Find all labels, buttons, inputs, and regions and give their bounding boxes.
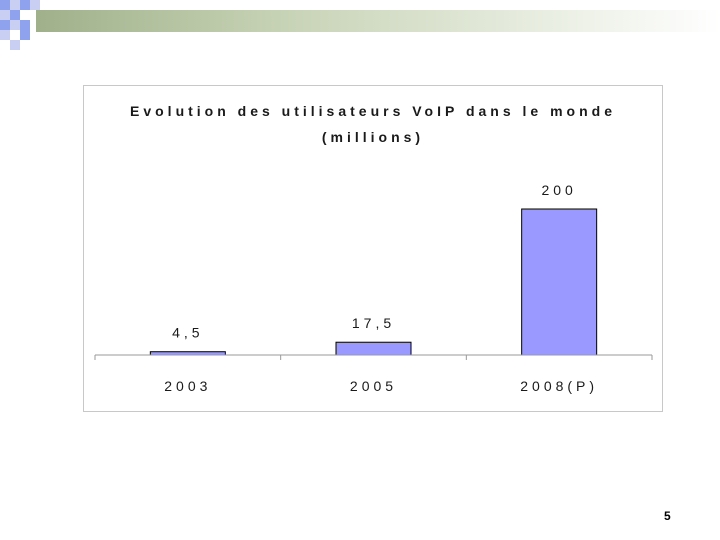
page-number: 5	[664, 509, 671, 523]
deco-square-lavender-2	[30, 0, 40, 10]
chart-frame: Evolution des utilisateurs VoIP dans le …	[83, 85, 663, 412]
deco-square-lavender-3	[0, 10, 10, 20]
data-label: 4,5	[172, 325, 203, 341]
chart-title: Evolution des utilisateurs VoIP dans le …	[130, 103, 616, 119]
deco-square-lavender-1	[10, 0, 20, 10]
deco-square-blue-6	[20, 30, 30, 40]
deco-square-blue-5	[20, 20, 30, 30]
deco-square-blue-4	[0, 20, 10, 30]
x-tick-label: 2005	[350, 378, 397, 394]
deco-square-lavender-5	[0, 30, 10, 40]
data-label: 200	[541, 182, 576, 198]
bar	[335, 341, 412, 356]
deco-square-lavender-4	[10, 20, 20, 30]
x-axis: 2003 2005 2008(P)	[94, 354, 653, 394]
slide-corner-decoration	[0, 0, 40, 50]
title-gradient-bar	[36, 10, 720, 32]
deco-square-lavender-6	[10, 40, 20, 50]
deco-square-blue-1	[0, 0, 10, 10]
chart-subtitle: (millions)	[322, 129, 424, 145]
x-tick-label: 2003	[164, 378, 211, 394]
deco-square-blue-3	[10, 10, 20, 20]
deco-square-blue-2	[20, 0, 30, 10]
x-tick-label: 2008(P)	[520, 378, 598, 394]
bar-chart: Evolution des utilisateurs VoIP dans le …	[94, 103, 653, 394]
bar	[521, 208, 598, 356]
bars-layer: 4,5 17,5 200	[149, 182, 598, 356]
data-label: 17,5	[352, 315, 395, 331]
